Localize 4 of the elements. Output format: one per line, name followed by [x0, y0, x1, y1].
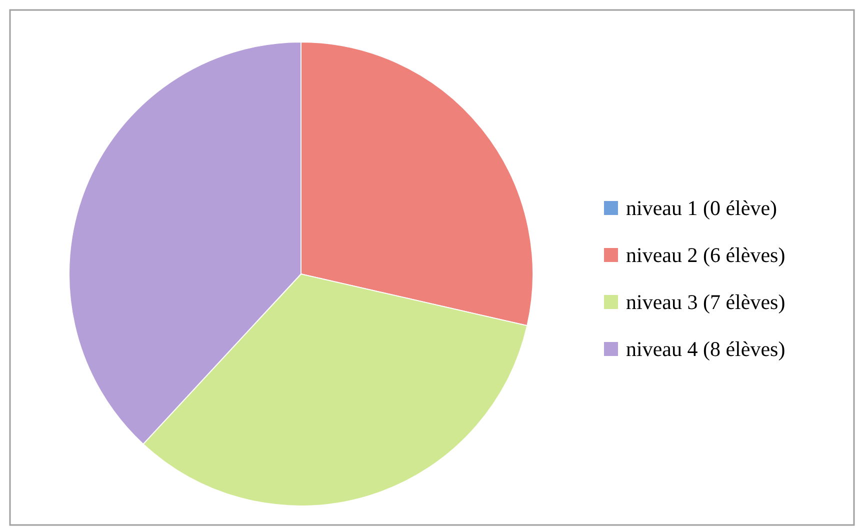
legend-label: niveau 3 (7 élèves)	[626, 290, 786, 314]
legend-label: niveau 2 (6 élèves)	[626, 243, 786, 267]
legend-label: niveau 4 (8 élèves)	[626, 337, 786, 361]
legend-label: niveau 1 (0 élève)	[626, 196, 778, 220]
